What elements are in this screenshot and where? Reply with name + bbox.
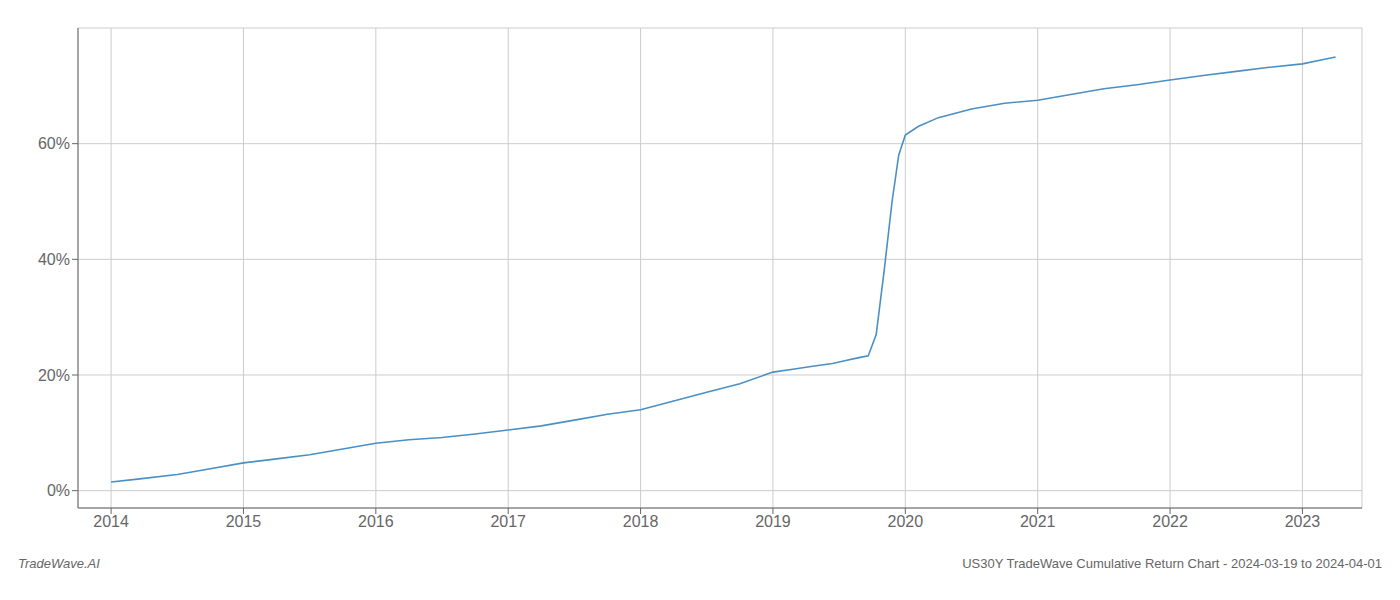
svg-text:2015: 2015 [226,513,262,530]
html-text:US30Y TradeWave Cumulative Ret: US30Y TradeWave Cumulative Return Chart … [962,556,1382,571]
html-text:TradeWave.AI: TradeWave.AI [18,556,100,571]
svg-text:2019: 2019 [755,513,791,530]
svg-text:2018: 2018 [623,513,659,530]
svg-text:2016: 2016 [358,513,394,530]
svg-text:2023: 2023 [1285,513,1321,530]
svg-text:2022: 2022 [1152,513,1188,530]
svg-text:2020: 2020 [888,513,924,530]
svg-text:40%: 40% [38,251,70,268]
svg-text:2021: 2021 [1020,513,1056,530]
svg-text:2014: 2014 [93,513,129,530]
svg-text:60%: 60% [38,135,70,152]
svg-text:20%: 20% [38,367,70,384]
svg-text:0%: 0% [47,482,70,499]
svg-text:2017: 2017 [490,513,526,530]
